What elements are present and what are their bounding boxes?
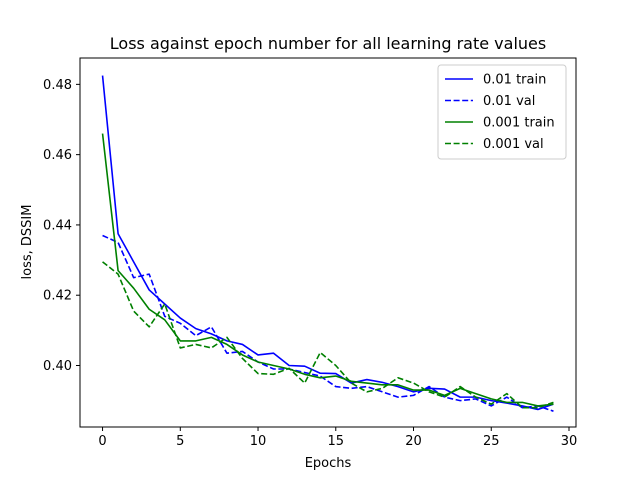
legend-label: 0.001 train (483, 116, 555, 131)
x-axis-ticks: 0 5 10 15 20 25 30 (98, 427, 577, 449)
chart-title: Loss against epoch number for all learni… (110, 34, 546, 53)
y-tick-label: 0.44 (43, 218, 72, 233)
x-tick-label: 5 (176, 434, 184, 449)
y-tick-label: 0.40 (43, 359, 72, 374)
y-axis-ticks: 0.40 0.42 0.44 0.46 0.48 (43, 78, 80, 374)
legend-label: 0.001 val (483, 137, 544, 152)
series-line-0-01-val (102, 234, 554, 412)
x-tick-label: 0 (98, 434, 106, 449)
y-axis-label: loss, DSSIM (20, 205, 35, 280)
series-line-0-001-train (101, 133, 554, 407)
x-tick-label: 25 (483, 434, 500, 449)
legend-box (437, 64, 567, 160)
plot-frame (79, 57, 577, 428)
x-tick-label: 10 (250, 434, 267, 449)
legend-label: 0.01 val (483, 94, 535, 109)
series-line-0-001-val (102, 261, 554, 409)
legend-label: 0.01 train (483, 73, 546, 88)
x-axis-label: Epochs (305, 456, 352, 471)
x-tick-label: 15 (328, 434, 345, 449)
y-tick-label: 0.42 (43, 289, 72, 304)
y-tick-label: 0.48 (43, 78, 72, 93)
x-tick-label: 20 (405, 434, 422, 449)
y-tick-label: 0.46 (43, 148, 72, 163)
plot-lines (101, 75, 554, 412)
x-tick-label: 30 (561, 434, 578, 449)
legend: 0.01 train 0.01 val 0.001 train 0.001 val (437, 64, 567, 160)
